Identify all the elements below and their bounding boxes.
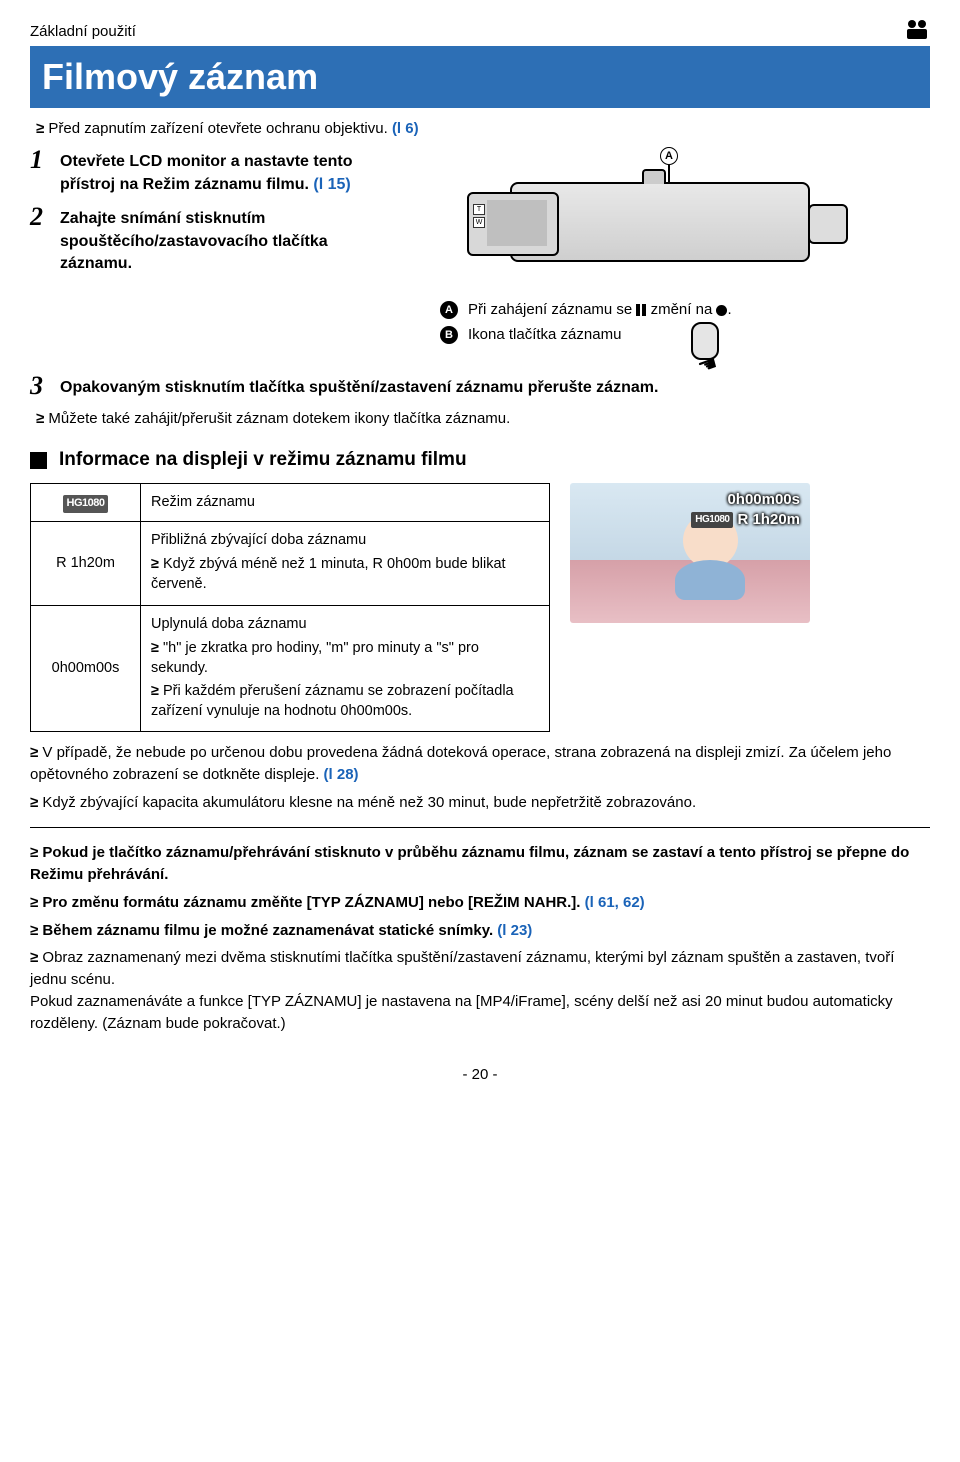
step-text: Opakovaným stisknutím tlačítka spuštění/… — [60, 373, 658, 399]
table-row: 0h00m00s Uplynulá doba záznamu "h" je zk… — [31, 605, 550, 731]
zoom-w-button: W — [473, 217, 485, 228]
step-number: 3 — [30, 373, 52, 399]
overlay-elapsed-time: 0h00m00s — [727, 489, 800, 510]
section-heading: Informace na displeji v režimu záznamu f… — [30, 447, 930, 474]
post-table-bullets: V případě, že nebude po určenou dobu pro… — [30, 742, 930, 813]
breadcrumb: Základní použití — [30, 21, 136, 42]
final-bullets: Pokud je tlačítko záznamu/přehrávání sti… — [30, 842, 930, 1034]
step-text: Otevřete LCD monitor a nastavte tento př… — [60, 147, 360, 196]
intro-page-ref[interactable]: (l 6) — [392, 120, 419, 137]
step-number: 2 — [30, 204, 52, 230]
table-cell-key: 0h00m00s — [31, 605, 141, 731]
camcorder-diagram: A B T W — [470, 147, 840, 287]
table-cell-value: Režim záznamu — [141, 484, 550, 521]
legend-b-text: Ikona tlačítka záznamu — [468, 324, 621, 345]
camcorder-body: T W — [510, 182, 810, 262]
overlay-mode-remaining: HG1080 R 1h20m — [691, 509, 800, 530]
legend-a-text: Při zahájení záznamu se změní na . — [468, 299, 732, 320]
pause-icon — [636, 304, 646, 316]
step3-bullet: Můžete také zahájit/přerušit záznam dote… — [36, 408, 930, 429]
lcd-screen: T W — [467, 192, 559, 256]
legend-b-icon: B — [440, 326, 458, 344]
record-button-illustration: ☚ — [680, 322, 730, 382]
page-ref-61-62[interactable]: (l 61, 62) — [585, 894, 645, 911]
page-number: - 20 - — [30, 1064, 930, 1085]
callout-a-label: A — [660, 147, 678, 165]
step-3: 3 Opakovaným stisknutím tlačítka spuštěn… — [30, 373, 930, 399]
display-info-table: HG1080 Režim záznamu R 1h20m Přibližná z… — [30, 483, 550, 732]
hg-badge-icon: HG1080 — [691, 512, 733, 528]
page-ref-23[interactable]: (l 23) — [497, 922, 532, 939]
divider — [30, 827, 930, 828]
step-text: Zahajte snímání stisknutím spouštěcího/z… — [60, 204, 360, 275]
lcd-preview-image: 0h00m00s HG1080 R 1h20m — [570, 483, 810, 623]
video-mode-icon — [904, 20, 930, 42]
step-number: 1 — [30, 147, 52, 173]
table-cell-key: HG1080 — [31, 484, 141, 521]
step-1: 1 Otevřete LCD monitor a nastavte tento … — [30, 147, 360, 196]
step-2: 2 Zahajte snímání stisknutím spouštěcího… — [30, 204, 360, 275]
heading-square-icon — [30, 452, 47, 469]
zoom-t-button: T — [473, 204, 485, 215]
table-row: R 1h20m Přibližná zbývající doba záznamu… — [31, 521, 550, 605]
table-row: HG1080 Režim záznamu — [31, 484, 550, 521]
hg-badge-icon: HG1080 — [63, 495, 109, 512]
intro-text: Před zapnutím zařízení otevřete ochranu … — [36, 118, 930, 139]
page-title: Filmový záznam — [30, 46, 930, 108]
table-cell-value: Přibližná zbývající doba záznamu Když zb… — [141, 521, 550, 605]
legend-a-icon: A — [440, 301, 458, 319]
table-cell-key: R 1h20m — [31, 521, 141, 605]
page-ref-28[interactable]: (l 28) — [324, 766, 359, 783]
table-cell-value: Uplynulá doba záznamu "h" je zkratka pro… — [141, 605, 550, 731]
step1-page-ref[interactable]: (l 15) — [313, 176, 350, 193]
record-dot-icon — [716, 305, 727, 316]
